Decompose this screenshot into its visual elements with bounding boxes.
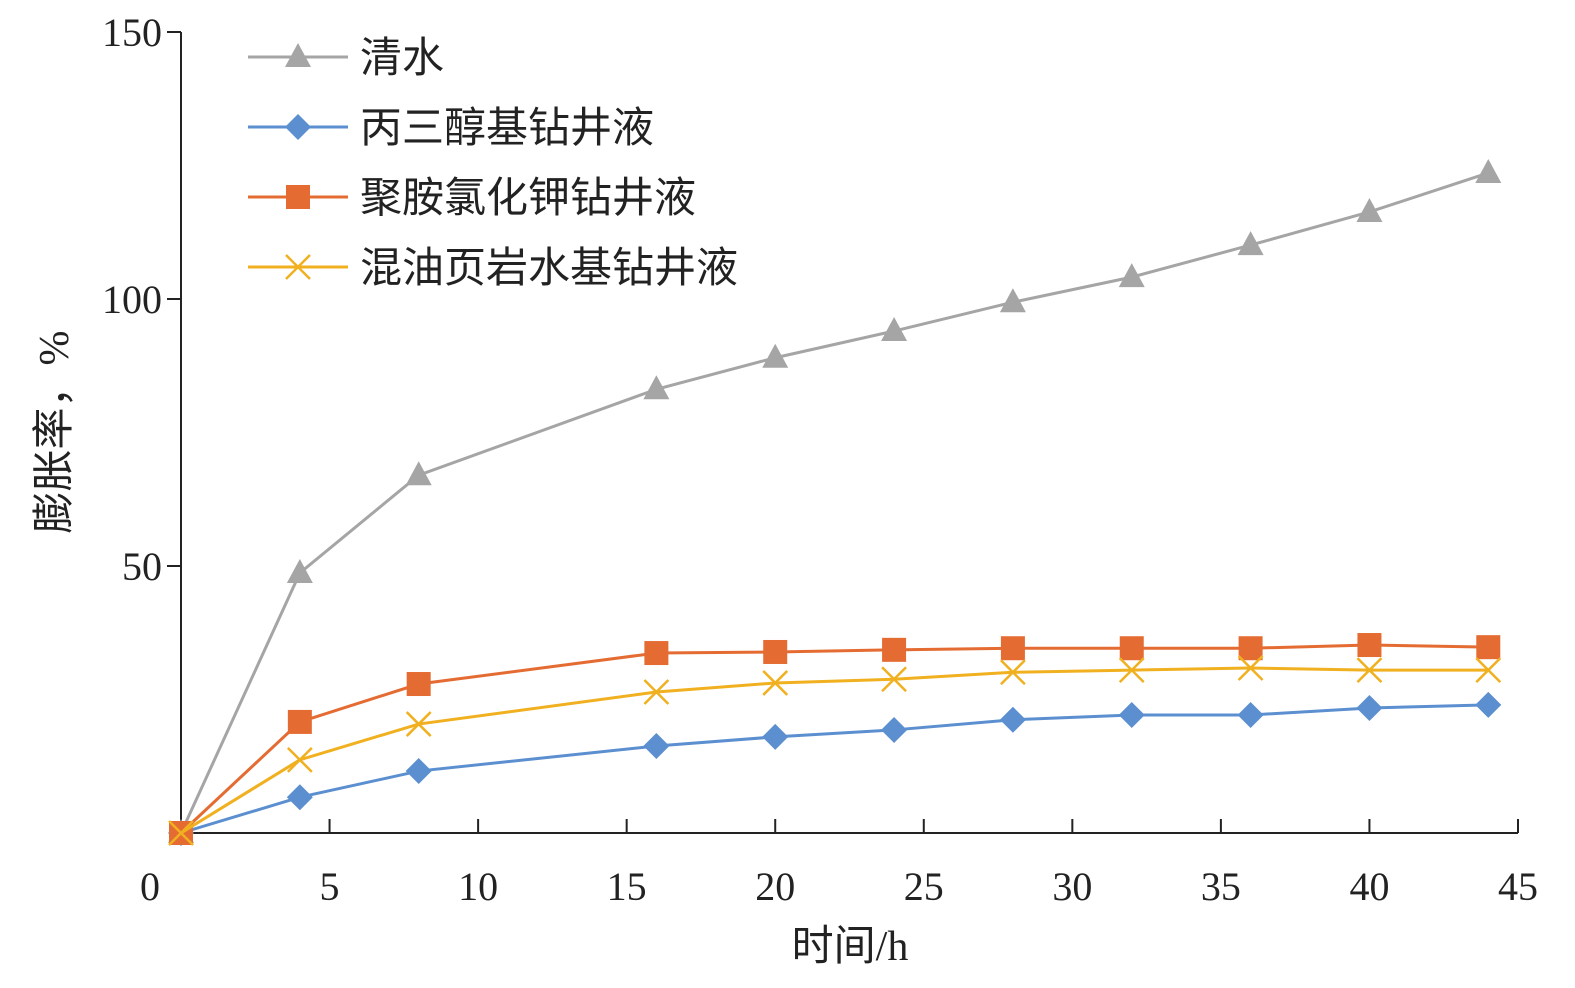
x-tick-label: 25 (904, 864, 944, 909)
diamond-marker (285, 114, 311, 140)
x-marker-stroke (1118, 657, 1145, 684)
series-1 (168, 691, 1502, 846)
series-line (179, 643, 1489, 835)
triangle-marker (1237, 231, 1264, 256)
series-0 (168, 158, 1502, 843)
x-marker-stroke (285, 254, 311, 280)
x-marker-stroke (1475, 657, 1502, 684)
triangle-marker (881, 317, 908, 342)
x-tick-label: 45 (1498, 864, 1538, 909)
square-marker (882, 637, 907, 662)
x-marker (762, 670, 789, 696)
x-tick-label: 20 (755, 864, 795, 909)
y-axis-label: 膨胀率，% (31, 331, 78, 534)
square-marker (286, 185, 310, 209)
diamond-marker (1118, 701, 1145, 728)
triangle-marker (762, 343, 789, 368)
square-marker (1476, 635, 1501, 660)
x-tick-label: 35 (1201, 864, 1241, 909)
x-marker (1356, 657, 1383, 684)
x-tick-label: 5 (320, 864, 340, 909)
triangle-marker (999, 288, 1026, 313)
square-marker (644, 641, 669, 666)
x-marker-stroke (881, 666, 907, 693)
series-2 (169, 633, 1501, 845)
triangle-marker (1475, 158, 1502, 183)
diamond-marker (881, 716, 908, 743)
square-marker (1119, 636, 1144, 661)
x-marker-stroke (1000, 659, 1026, 686)
diamond-marker (1475, 691, 1502, 718)
diamond-marker (643, 732, 670, 759)
x-marker-stroke (286, 746, 313, 773)
series-group (168, 158, 1502, 846)
square-marker (763, 639, 788, 664)
x-marker-stroke (405, 711, 432, 737)
x-tick-label: 10 (458, 864, 498, 909)
x-tick-label: 30 (1052, 864, 1092, 909)
x-marker (1237, 655, 1264, 681)
diamond-marker (1356, 695, 1383, 722)
square-marker (406, 672, 431, 697)
diamond-marker (1237, 701, 1264, 728)
triangle-marker (286, 558, 313, 583)
x-tick-label: 0 (140, 864, 160, 909)
legend-label: 混油页岩水基钻井液 (360, 246, 738, 292)
x-marker-stroke (168, 820, 194, 846)
x-marker (405, 711, 432, 737)
x-marker (1118, 657, 1145, 684)
x-marker (881, 666, 907, 693)
diamond-marker (762, 723, 789, 750)
square-marker (287, 709, 312, 734)
legend-item: 丙三醇基钻井液 (248, 106, 654, 152)
x-marker-stroke (1356, 657, 1383, 684)
x-marker (285, 254, 311, 280)
x-marker-stroke (643, 679, 670, 705)
square-marker (1357, 633, 1382, 658)
legend-label: 清水 (360, 36, 444, 82)
legend-item: 混油页岩水基钻井液 (248, 246, 738, 292)
legend-label: 丙三醇基钻井液 (360, 106, 654, 152)
y-tick-label: 100 (102, 277, 162, 322)
x-tick-label: 40 (1349, 864, 1389, 909)
legend-item: 清水 (248, 36, 444, 82)
x-tick-label: 15 (607, 864, 647, 909)
diamond-marker (405, 758, 432, 785)
legend-item: 聚胺氯化钾钻井液 (248, 176, 696, 222)
y-tick-label: 150 (102, 10, 162, 55)
x-marker (286, 746, 313, 773)
square-marker (1000, 636, 1025, 661)
x-marker (1475, 657, 1502, 684)
y-tick-label: 50 (122, 544, 162, 589)
triangle-marker (1356, 197, 1383, 222)
series-line (180, 666, 1489, 835)
axes: 0 5 10 15 20 25 30 35 40 45 50 100 150 (102, 10, 1538, 909)
square-marker (1238, 636, 1263, 661)
triangle-marker (285, 43, 311, 67)
diamond-marker (286, 784, 313, 811)
x-marker (643, 679, 670, 705)
series-line (180, 703, 1489, 835)
x-axis-label: 时间/h (792, 924, 909, 970)
legend-label: 聚胺氯化钾钻井液 (360, 176, 696, 222)
series-3 (168, 655, 1502, 846)
x-marker (168, 820, 194, 846)
x-marker-stroke (762, 670, 789, 696)
diamond-marker (999, 706, 1026, 733)
triangle-marker (1118, 263, 1145, 288)
x-marker-stroke (1237, 655, 1264, 681)
x-marker (1000, 659, 1026, 686)
triangle-marker (405, 461, 432, 486)
triangle-marker (643, 375, 670, 400)
